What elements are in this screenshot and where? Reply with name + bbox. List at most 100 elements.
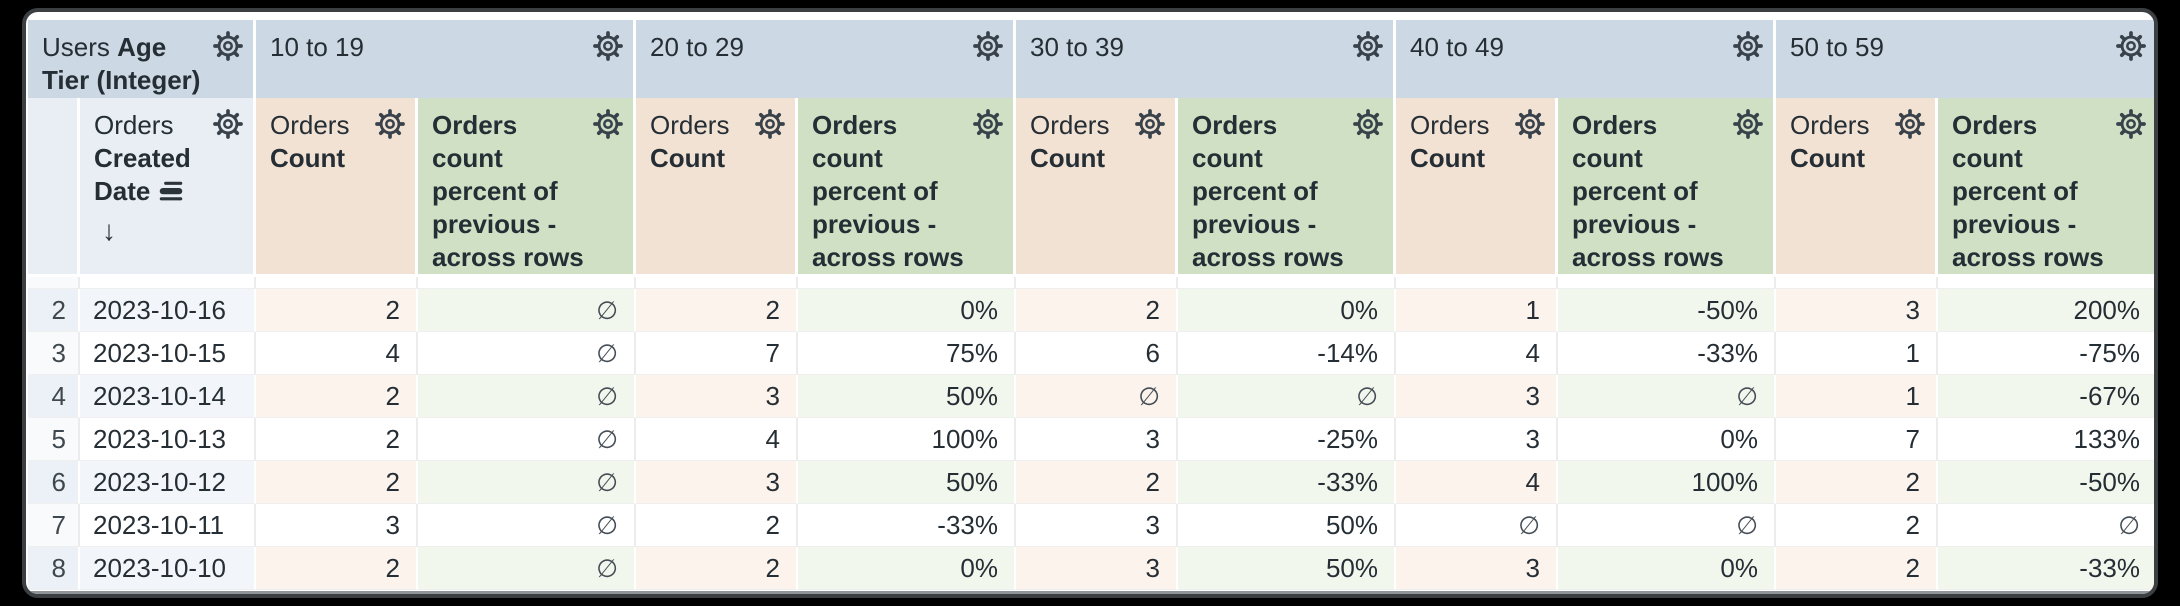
count-value-cell[interactable]: 3 [636, 461, 798, 504]
count-value-cell[interactable]: 2 [1016, 461, 1178, 504]
percent-value-cell[interactable]: 0% [1558, 547, 1776, 590]
percent-value-cell[interactable]: 0% [798, 547, 1016, 590]
measure-header-count-cell[interactable]: Orders Count [1776, 98, 1938, 277]
count-value-cell[interactable]: 2 [1776, 504, 1938, 547]
percent-value-cell[interactable]: -33% [1558, 332, 1776, 375]
measure-header-count-cell[interactable]: Orders Count [256, 98, 418, 277]
percent-value-cell[interactable]: -33% [798, 504, 1016, 547]
count-value-cell[interactable]: 2 [256, 418, 418, 461]
percent-value-cell[interactable]: 50% [1178, 504, 1396, 547]
percent-value-cell[interactable]: 0% [798, 289, 1016, 332]
measure-header-count-cell[interactable]: Orders Count [636, 98, 798, 277]
gear-icon[interactable] [971, 107, 1005, 141]
count-value-cell[interactable]: 3 [1016, 418, 1178, 461]
gear-icon[interactable] [591, 107, 625, 141]
count-value-cell[interactable]: 2 [1776, 547, 1938, 590]
percent-value-cell[interactable]: ∅ [418, 461, 636, 504]
count-value-cell[interactable]: 2 [636, 547, 798, 590]
percent-value-cell[interactable]: ∅ [418, 332, 636, 375]
percent-value-cell[interactable]: -50% [1938, 461, 2154, 504]
count-value-cell[interactable]: 7 [636, 332, 798, 375]
count-value-cell[interactable]: 4 [636, 418, 798, 461]
count-value-cell[interactable]: 2 [256, 547, 418, 590]
percent-value-cell[interactable]: 100% [798, 418, 1016, 461]
date-cell[interactable]: 2023-10-13 [80, 418, 256, 461]
count-value-cell[interactable]: 2 [636, 504, 798, 547]
percent-value-cell[interactable]: ∅ [418, 375, 636, 418]
percent-value-cell[interactable]: 133% [1938, 418, 2154, 461]
count-value-cell[interactable]: 2 [636, 289, 798, 332]
gear-icon[interactable] [1893, 107, 1927, 141]
gear-icon[interactable] [753, 107, 787, 141]
count-value-cell[interactable]: 2 [1776, 461, 1938, 504]
percent-value-cell[interactable]: -67% [1938, 375, 2154, 418]
gear-icon[interactable] [211, 29, 245, 63]
count-value-cell[interactable]: 3 [1396, 547, 1558, 590]
measure-header-count-cell[interactable]: Orders Count [1016, 98, 1178, 277]
percent-value-cell[interactable]: 50% [798, 375, 1016, 418]
percent-value-cell[interactable]: -33% [1178, 461, 1396, 504]
percent-value-cell[interactable]: ∅ [1938, 504, 2154, 547]
percent-value-cell[interactable]: ∅ [1178, 375, 1396, 418]
percent-value-cell[interactable]: 100% [1558, 461, 1776, 504]
count-value-cell[interactable]: 3 [1396, 418, 1558, 461]
gear-icon[interactable] [2114, 107, 2148, 141]
date-cell[interactable]: 2023-10-16 [80, 289, 256, 332]
gear-icon[interactable] [971, 29, 1005, 63]
percent-value-cell[interactable]: -75% [1938, 332, 2154, 375]
gear-icon[interactable] [1731, 107, 1765, 141]
count-value-cell[interactable]: 1 [1776, 332, 1938, 375]
count-value-cell[interactable]: 2 [256, 289, 418, 332]
percent-value-cell[interactable]: 200% [1938, 289, 2154, 332]
percent-value-cell[interactable]: 0% [1178, 289, 1396, 332]
count-value-cell[interactable]: ∅ [1396, 504, 1558, 547]
gear-icon[interactable] [373, 107, 407, 141]
percent-value-cell[interactable]: -50% [1558, 289, 1776, 332]
gear-icon[interactable] [2114, 29, 2148, 63]
gear-icon[interactable] [1351, 107, 1385, 141]
measure-header-count-cell[interactable]: Orders Count [1396, 98, 1558, 277]
count-value-cell[interactable]: 4 [256, 332, 418, 375]
percent-value-cell[interactable]: -33% [1938, 547, 2154, 590]
count-value-cell[interactable]: 7 [1776, 418, 1938, 461]
measure-header-percent-cell[interactable]: Orders count percent of previous - acros… [418, 98, 636, 277]
table-rows-icon[interactable] [156, 176, 186, 214]
percent-value-cell[interactable]: 50% [798, 461, 1016, 504]
percent-value-cell[interactable]: ∅ [418, 289, 636, 332]
gear-icon[interactable] [1133, 107, 1167, 141]
count-value-cell[interactable]: 3 [636, 375, 798, 418]
gear-icon[interactable] [211, 107, 245, 141]
percent-value-cell[interactable]: ∅ [1558, 375, 1776, 418]
count-value-cell[interactable]: 6 [1016, 332, 1178, 375]
count-value-cell[interactable]: 4 [1396, 332, 1558, 375]
gear-icon[interactable] [1731, 29, 1765, 63]
percent-value-cell[interactable]: 50% [1178, 547, 1396, 590]
date-header-cell[interactable]: Orders Created Date [80, 98, 256, 277]
gear-icon[interactable] [1351, 29, 1385, 63]
count-value-cell[interactable]: 3 [1396, 375, 1558, 418]
count-value-cell[interactable]: 3 [1016, 504, 1178, 547]
measure-header-percent-cell[interactable]: Orders count percent of previous - acros… [798, 98, 1016, 277]
percent-value-cell[interactable]: ∅ [418, 418, 636, 461]
count-value-cell[interactable]: 2 [256, 375, 418, 418]
percent-value-cell[interactable]: ∅ [418, 504, 636, 547]
date-cell[interactable]: 2023-10-15 [80, 332, 256, 375]
horizontal-scrollbar[interactable] [28, 591, 2154, 594]
count-value-cell[interactable]: ∅ [1016, 375, 1178, 418]
count-value-cell[interactable]: 4 [1396, 461, 1558, 504]
percent-value-cell[interactable]: -25% [1178, 418, 1396, 461]
percent-value-cell[interactable]: ∅ [418, 547, 636, 590]
count-value-cell[interactable]: 2 [1016, 289, 1178, 332]
gear-icon[interactable] [1513, 107, 1547, 141]
percent-value-cell[interactable]: ∅ [1558, 504, 1776, 547]
measure-header-percent-cell[interactable]: Orders count percent of previous - acros… [1178, 98, 1396, 277]
count-value-cell[interactable]: 1 [1396, 289, 1558, 332]
date-cell[interactable]: 2023-10-12 [80, 461, 256, 504]
date-cell[interactable]: 2023-10-14 [80, 375, 256, 418]
percent-value-cell[interactable]: 0% [1558, 418, 1776, 461]
measure-header-percent-cell[interactable]: Orders count percent of previous - acros… [1938, 98, 2154, 277]
count-value-cell[interactable]: 3 [1776, 289, 1938, 332]
count-value-cell[interactable]: 3 [256, 504, 418, 547]
count-value-cell[interactable]: 3 [1016, 547, 1178, 590]
count-value-cell[interactable]: 1 [1776, 375, 1938, 418]
